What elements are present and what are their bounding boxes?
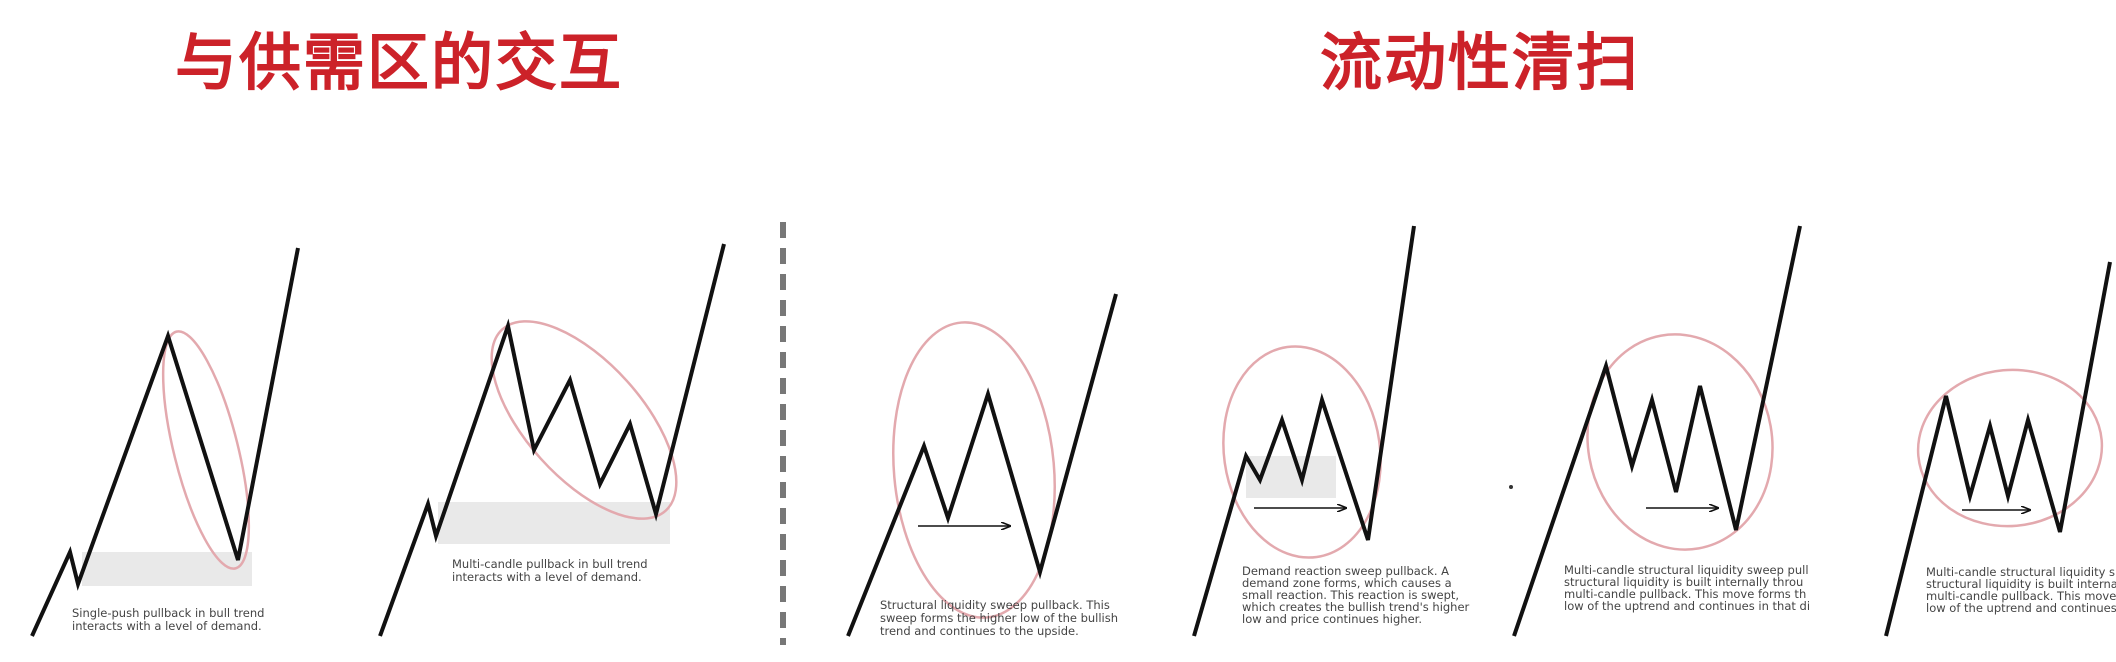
panel-multi-candle-structural-sweep: Multi-candle structural liquidity sweep … <box>1509 225 1812 637</box>
caption-line: structural liquidity is built internally… <box>1564 575 1803 589</box>
pullback-ellipse <box>161 330 251 570</box>
panel-demand-reaction-sweep: Demand reaction sweep pullback. A demand… <box>1192 225 1473 637</box>
caption: Multi-candle structural liquidity s stru… <box>1926 565 2116 615</box>
heading-supply-demand-interaction: 与供需区的交互 <box>175 26 624 99</box>
caption-line: Multi-candle structural liquidity s <box>1926 565 2115 579</box>
price-path <box>1192 225 1416 637</box>
caption: Multi-candle pullback in bull trend inte… <box>452 557 651 584</box>
pullback-ellipse <box>490 320 678 520</box>
caption-line: Multi-candle pullback in bull trend <box>452 557 648 571</box>
caption-line: low of the uptrend and continues in that… <box>1564 599 1810 613</box>
panel-multi-candle-pullback: Multi-candle pullback in bull trend inte… <box>378 243 726 637</box>
heading-liquidity-sweep: 流动性清扫 <box>1320 26 1641 99</box>
caption: Single-push pullback in bull trend inter… <box>72 606 268 633</box>
caption-line: low of the uptrend and continues <box>1926 601 2116 615</box>
panel-single-push-pullback: Single-push pullback in bull trend inter… <box>30 247 300 637</box>
caption-line: trend and continues to the upside. <box>880 624 1079 638</box>
price-path <box>378 243 726 637</box>
caption-line: structural liquidity is built interna <box>1926 577 2116 591</box>
panel-multi-candle-structural-sweep-cropped: Multi-candle structural liquidity s stru… <box>1884 261 2116 637</box>
price-path <box>1512 225 1802 637</box>
caption-line: multi-candle pullback. This move forms t… <box>1564 587 1806 601</box>
caption: Demand reaction sweep pullback. A demand… <box>1242 564 1473 626</box>
caption-line: Multi-candle structural liquidity sweep … <box>1564 563 1809 577</box>
pullback-ellipse <box>1222 345 1382 559</box>
caption-line: Demand reaction sweep pullback. A <box>1242 564 1449 578</box>
stray-dot <box>1509 485 1513 489</box>
caption-line: interacts with a level of demand. <box>452 570 642 584</box>
caption-line: Structural liquidity sweep pullback. Thi… <box>880 598 1110 612</box>
price-path <box>846 293 1118 637</box>
pullback-ellipse <box>892 321 1056 619</box>
caption-line: which creates the bullish trend's higher <box>1242 600 1470 614</box>
demand-zone <box>438 502 670 544</box>
caption-line: multi-candle pullback. This move <box>1926 589 2116 603</box>
caption: Structural liquidity sweep pullback. Thi… <box>880 598 1122 638</box>
caption-line: interacts with a level of demand. <box>72 619 262 633</box>
caption-line: low and price continues higher. <box>1242 612 1422 626</box>
price-path <box>1884 261 2112 637</box>
demand-zone <box>82 552 252 586</box>
caption: Multi-candle structural liquidity sweep … <box>1564 563 1812 613</box>
pullback-ellipse <box>1586 333 1774 551</box>
panel-structural-liquidity-sweep: Structural liquidity sweep pullback. Thi… <box>846 293 1122 638</box>
caption-line: demand zone forms, which causes a <box>1242 576 1452 590</box>
caption-line: sweep forms the higher low of the bullis… <box>880 611 1118 625</box>
pullback-ellipse <box>1916 368 2104 528</box>
price-path <box>30 247 300 637</box>
caption-line: small reaction. This reaction is swept, <box>1242 588 1459 602</box>
caption-line: Single-push pullback in bull trend <box>72 606 264 620</box>
